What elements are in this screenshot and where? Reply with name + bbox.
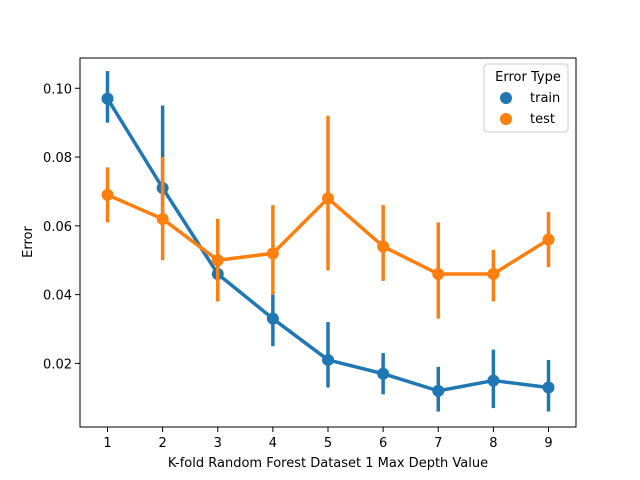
data-point-train xyxy=(322,353,334,366)
legend-marker-test xyxy=(500,113,512,125)
y-tick-label: 0.02 xyxy=(43,357,72,372)
y-tick-label: 0.04 xyxy=(43,289,72,304)
data-point-test xyxy=(487,267,500,280)
series-test xyxy=(101,115,555,319)
x-tick-label: 3 xyxy=(214,436,222,451)
data-point-train xyxy=(377,367,390,380)
y-axis-ticks: 0.02 0.04 0.06 0.08 0.10 xyxy=(43,82,80,372)
legend-label-test: test xyxy=(530,112,555,127)
x-axis-label: K-fold Random Forest Dataset 1 Max Depth… xyxy=(168,456,488,471)
data-point-train xyxy=(432,384,445,397)
data-point-test xyxy=(101,188,114,201)
y-tick-label: 0.08 xyxy=(43,151,72,166)
x-tick-label: 8 xyxy=(489,436,497,451)
data-point-train xyxy=(101,92,114,105)
x-tick-label: 9 xyxy=(544,436,552,451)
legend-marker-train xyxy=(500,92,512,104)
data-point-train xyxy=(487,374,500,387)
series-layer xyxy=(101,71,555,412)
data-point-test xyxy=(322,192,334,205)
data-point-train xyxy=(542,381,555,394)
data-point-test xyxy=(432,267,445,280)
data-point-test xyxy=(266,247,279,260)
y-tick-label: 0.06 xyxy=(43,220,72,235)
x-tick-label: 2 xyxy=(158,436,166,451)
x-tick-label: 4 xyxy=(269,436,277,451)
data-point-test xyxy=(211,254,224,267)
data-point-test xyxy=(542,233,555,246)
x-tick-label: 1 xyxy=(103,436,111,451)
x-tick-label: 7 xyxy=(434,436,442,451)
x-tick-label: 5 xyxy=(324,436,332,451)
y-axis-label: Error xyxy=(21,226,36,258)
y-tick-label: 0.10 xyxy=(43,82,72,97)
data-point-test xyxy=(377,240,390,253)
legend-label-train: train xyxy=(530,91,560,106)
x-axis-ticks: 1 2 3 4 5 6 7 8 9 xyxy=(103,427,553,451)
data-point-train xyxy=(266,312,279,325)
legend-title: Error Type xyxy=(495,70,561,85)
x-tick-label: 6 xyxy=(379,436,387,451)
data-point-test xyxy=(156,212,169,225)
legend: Error Type train test xyxy=(483,63,569,133)
